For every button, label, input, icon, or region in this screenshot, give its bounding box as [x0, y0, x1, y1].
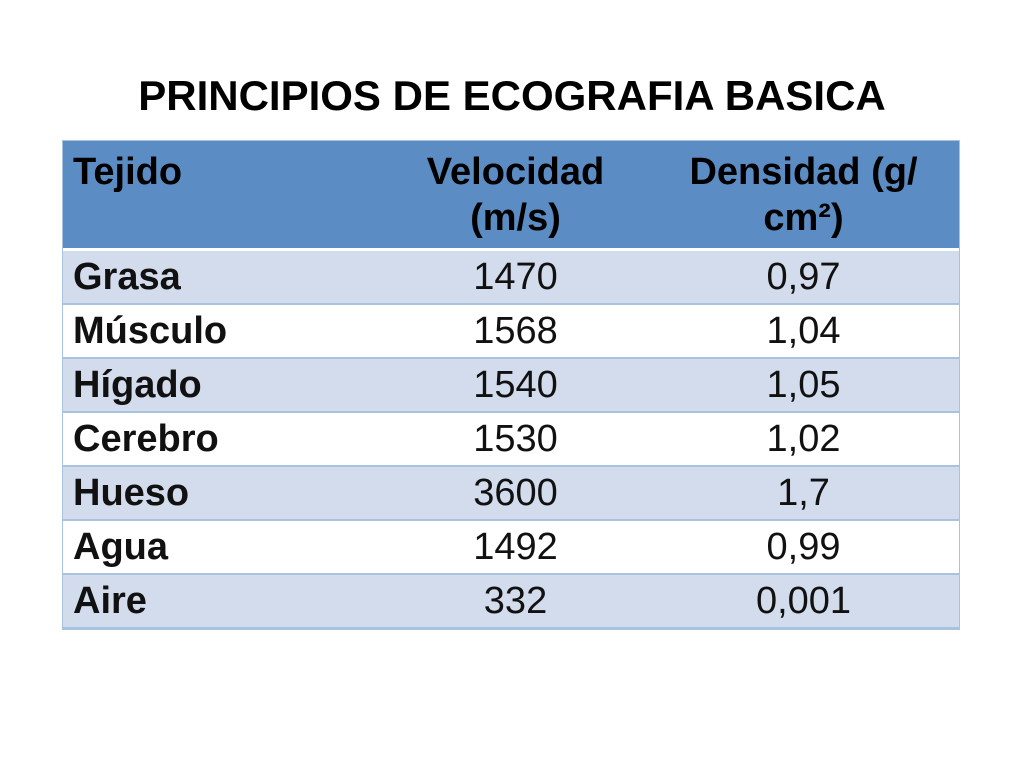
cell-tejido: Grasa: [63, 248, 383, 304]
cell-densidad: 1,7: [648, 464, 959, 520]
cell-velocidad: 1568: [383, 302, 648, 358]
cell-velocidad: 1530: [383, 410, 648, 466]
cell-tejido: Aire: [63, 572, 383, 629]
slide-title: PRINCIPIOS DE ECOGRAFIA BASICA: [138, 72, 886, 119]
cell-velocidad: 332: [383, 572, 648, 629]
cell-velocidad: 3600: [383, 464, 648, 520]
header-densidad: Densidad (g/ cm²): [648, 141, 959, 251]
header-velocidad: Velocidad (m/s): [383, 141, 648, 251]
cell-densidad: 1,02: [648, 410, 959, 466]
table-row: Agua 1492 0,99: [63, 518, 959, 574]
header-tejido: Tejido: [63, 141, 383, 251]
cell-densidad: 1,05: [648, 356, 959, 412]
cell-densidad: 1,04: [648, 302, 959, 358]
table-header-row: Tejido Velocidad (m/s) Densidad (g/ cm²): [63, 141, 959, 251]
cell-tejido: Músculo: [63, 302, 383, 358]
table-row: Hueso 3600 1,7: [63, 464, 959, 520]
table-row: Cerebro 1530 1,02: [63, 410, 959, 466]
cell-tejido: Hueso: [63, 464, 383, 520]
table-row: Aire 332 0,001: [63, 572, 959, 629]
tissue-table: Tejido Velocidad (m/s) Densidad (g/ cm²)…: [63, 141, 959, 629]
cell-velocidad: 1540: [383, 356, 648, 412]
cell-tejido: Agua: [63, 518, 383, 574]
cell-tejido: Hígado: [63, 356, 383, 412]
cell-velocidad: 1470: [383, 248, 648, 304]
cell-densidad: 0,97: [648, 248, 959, 304]
table-row: Grasa 1470 0,97: [63, 248, 959, 304]
cell-densidad: 0,001: [648, 572, 959, 629]
table-row: Músculo 1568 1,04: [63, 302, 959, 358]
table-container: Tejido Velocidad (m/s) Densidad (g/ cm²)…: [63, 141, 959, 629]
cell-densidad: 0,99: [648, 518, 959, 574]
table-row: Hígado 1540 1,05: [63, 356, 959, 412]
cell-velocidad: 1492: [383, 518, 648, 574]
cell-tejido: Cerebro: [63, 410, 383, 466]
